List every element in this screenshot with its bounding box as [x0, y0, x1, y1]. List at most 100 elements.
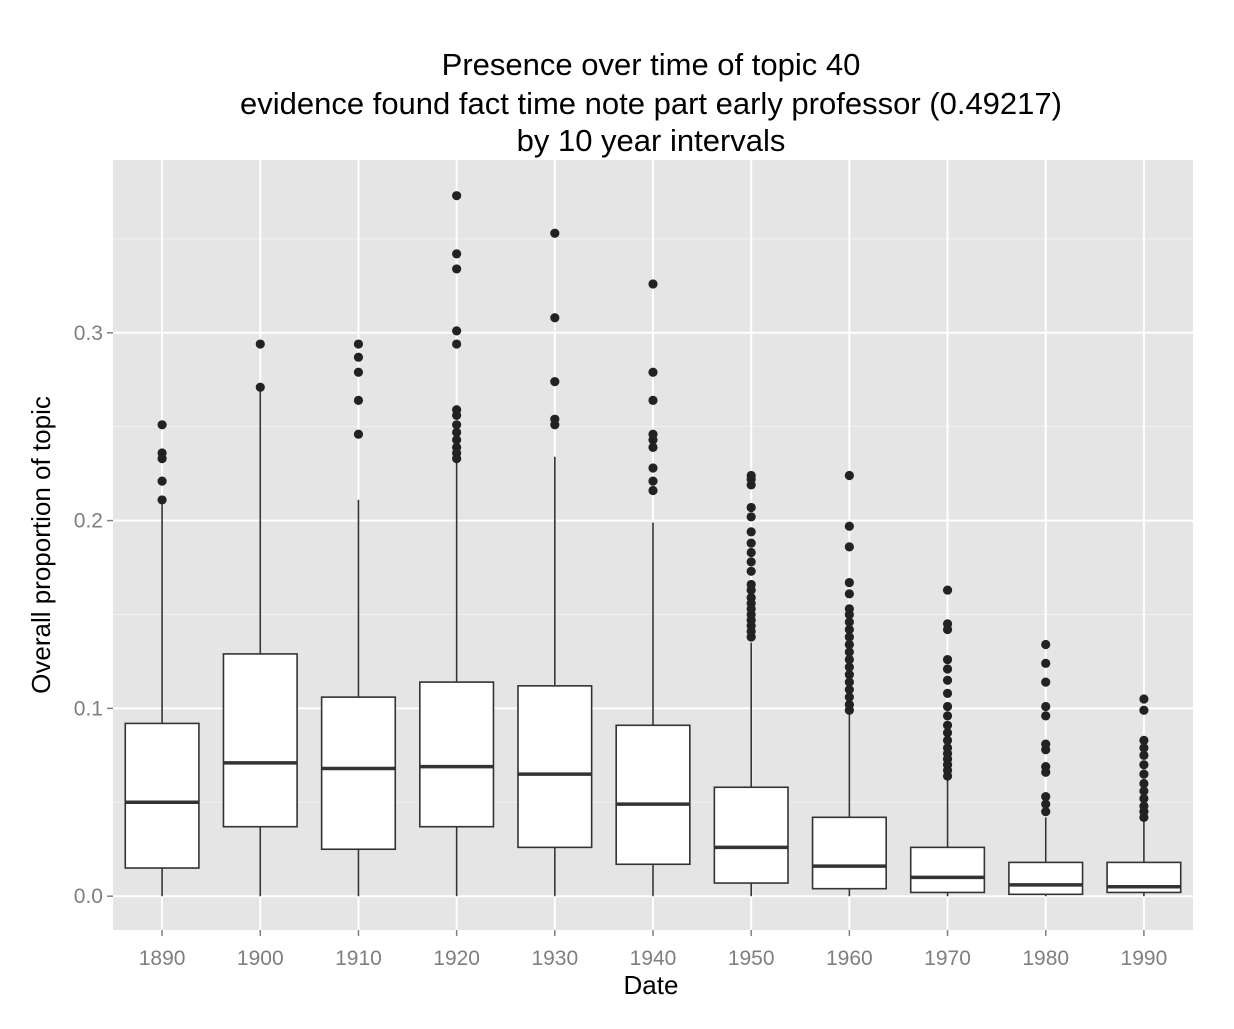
outlier-point	[648, 367, 658, 377]
outlier-point	[942, 728, 953, 738]
outlier-point	[648, 429, 658, 439]
outlier-point	[844, 669, 854, 680]
y-tick-label: 0.2	[74, 510, 103, 533]
outlier-point	[1139, 743, 1149, 753]
outlier-point	[353, 429, 364, 439]
box-1890	[124, 420, 200, 897]
outlier-point	[452, 427, 462, 437]
outlier-point	[844, 662, 854, 672]
outlier-point	[844, 639, 854, 650]
outlier-point	[1041, 762, 1051, 772]
outlier-point	[1139, 750, 1149, 760]
outlier-point	[255, 339, 265, 349]
x-tick-label: 1900	[237, 947, 284, 970]
box-iqr	[124, 722, 200, 869]
outlier-point	[942, 735, 953, 745]
outlier-point	[942, 664, 953, 674]
box-1980	[1008, 639, 1084, 897]
box-iqr	[615, 724, 691, 866]
outlier-point	[1041, 792, 1051, 802]
outlier-point	[157, 495, 167, 505]
outlier-point	[550, 228, 560, 238]
outlier-point	[844, 692, 854, 702]
outlier-point	[844, 617, 854, 627]
x-tick-label: 1990	[1121, 947, 1168, 970]
outlier-point	[746, 512, 756, 522]
outlier-point	[844, 470, 854, 481]
outlier-point	[844, 542, 854, 552]
box-iqr	[811, 816, 887, 890]
outlier-point	[746, 502, 756, 513]
outlier-point	[648, 279, 658, 289]
chart-title-line-3: by 10 year intervals	[517, 123, 786, 158]
box-1990	[1106, 694, 1182, 897]
x-tick-label: 1890	[139, 947, 186, 970]
outlier-point	[1139, 769, 1149, 779]
outlier-point	[844, 685, 854, 695]
x-axis-ticks: 1890 1900 1910 1920 1930 1940 1950 1960 1970 1980…	[139, 930, 1168, 970]
outlier-point	[1041, 639, 1051, 650]
x-tick-label: 1910	[335, 947, 382, 970]
y-tick-label: 0.1	[74, 697, 103, 720]
outlier-point	[353, 395, 364, 405]
outlier-point	[942, 654, 953, 665]
outlier-point	[942, 720, 953, 730]
x-tick-label: 1960	[826, 947, 873, 970]
box-1960	[811, 470, 887, 897]
outlier-point	[942, 743, 953, 753]
outlier-point	[844, 647, 854, 657]
chart-title-line-1: Presence over time of topic 40	[442, 47, 861, 82]
outlier-point	[452, 420, 462, 430]
outlier-point	[1041, 739, 1051, 749]
outlier-point	[844, 604, 854, 614]
outlier-point	[550, 414, 560, 424]
outlier-point	[452, 264, 462, 274]
outlier-point	[1041, 677, 1051, 687]
outlier-point	[844, 624, 854, 635]
box-series	[124, 191, 1182, 897]
outlier-point	[844, 654, 854, 665]
box-1910	[320, 339, 397, 897]
outlier-point	[353, 352, 364, 362]
outlier-point	[844, 589, 854, 599]
outlier-point	[746, 566, 756, 576]
outlier-point	[942, 675, 953, 685]
outlier-point	[942, 701, 953, 712]
outlier-point	[157, 476, 167, 486]
box-iqr	[320, 696, 397, 851]
y-axis-title: Overall proportion of topic	[26, 396, 56, 694]
box-1900	[222, 339, 298, 897]
outlier-point	[1139, 793, 1149, 804]
box-1930	[517, 228, 593, 897]
outlier-point	[452, 249, 462, 259]
outlier-point	[452, 405, 462, 415]
outlier-point	[648, 395, 658, 405]
outlier-point	[648, 476, 658, 486]
box-iqr	[419, 681, 495, 828]
outlier-point	[942, 619, 953, 629]
outlier-point	[1139, 694, 1149, 704]
box-iqr	[909, 846, 986, 894]
outlier-point	[1139, 778, 1149, 789]
outlier-point	[452, 442, 462, 452]
outlier-point	[1139, 786, 1149, 796]
outlier-point	[1041, 711, 1051, 721]
outlier-point	[1041, 701, 1051, 712]
x-tick-label: 1950	[728, 947, 775, 970]
outlier-point	[353, 367, 364, 377]
outlier-point	[746, 538, 756, 548]
outlier-point	[942, 688, 953, 698]
x-tick-label: 1920	[433, 947, 480, 970]
x-tick-label: 1980	[1022, 947, 1069, 970]
outlier-point	[648, 485, 658, 496]
outlier-point	[746, 527, 756, 537]
outlier-point	[1139, 705, 1149, 715]
outlier-point	[942, 711, 953, 721]
outlier-point	[746, 557, 756, 567]
outlier-point	[746, 592, 756, 603]
outlier-point	[844, 521, 854, 531]
x-axis-title: Date	[624, 970, 679, 1000]
outlier-point	[844, 677, 854, 687]
chart-title-line-2: evidence found fact time note part early…	[240, 86, 1062, 121]
outlier-point	[746, 579, 756, 590]
